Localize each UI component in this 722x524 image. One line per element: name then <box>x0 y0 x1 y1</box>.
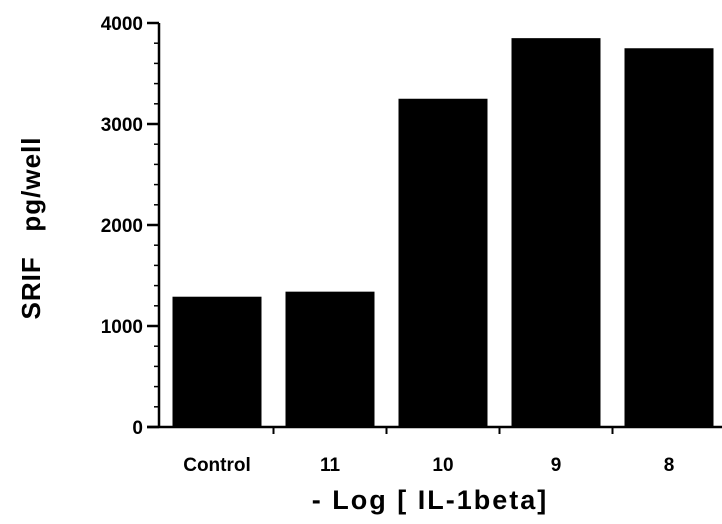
bar <box>511 38 601 428</box>
x-tick-label: Control <box>183 455 251 476</box>
x-tick-label: 10 <box>432 455 453 476</box>
x-tick-label: 9 <box>551 455 562 476</box>
bar <box>398 98 488 427</box>
x-tick-label: 11 <box>320 455 341 476</box>
bar <box>624 48 714 427</box>
x-axis-title: - Log [ IL-1beta] <box>312 485 548 515</box>
y-axis-title: SRIF pg/well <box>16 136 46 319</box>
y-axis: 0 1000 2000 3000 4000 <box>101 14 161 439</box>
x-tick-label: 8 <box>664 455 675 476</box>
y-tick-label: 2000 <box>101 216 143 237</box>
bar <box>172 296 262 427</box>
bar <box>285 291 375 427</box>
x-axis: Control 11 10 9 8 <box>147 425 722 476</box>
y-tick-label: 0 <box>132 418 143 439</box>
y-tick-label: 4000 <box>101 14 143 35</box>
bars <box>172 38 714 428</box>
y-tick-label: 3000 <box>101 115 143 136</box>
y-tick-label: 1000 <box>101 317 143 338</box>
